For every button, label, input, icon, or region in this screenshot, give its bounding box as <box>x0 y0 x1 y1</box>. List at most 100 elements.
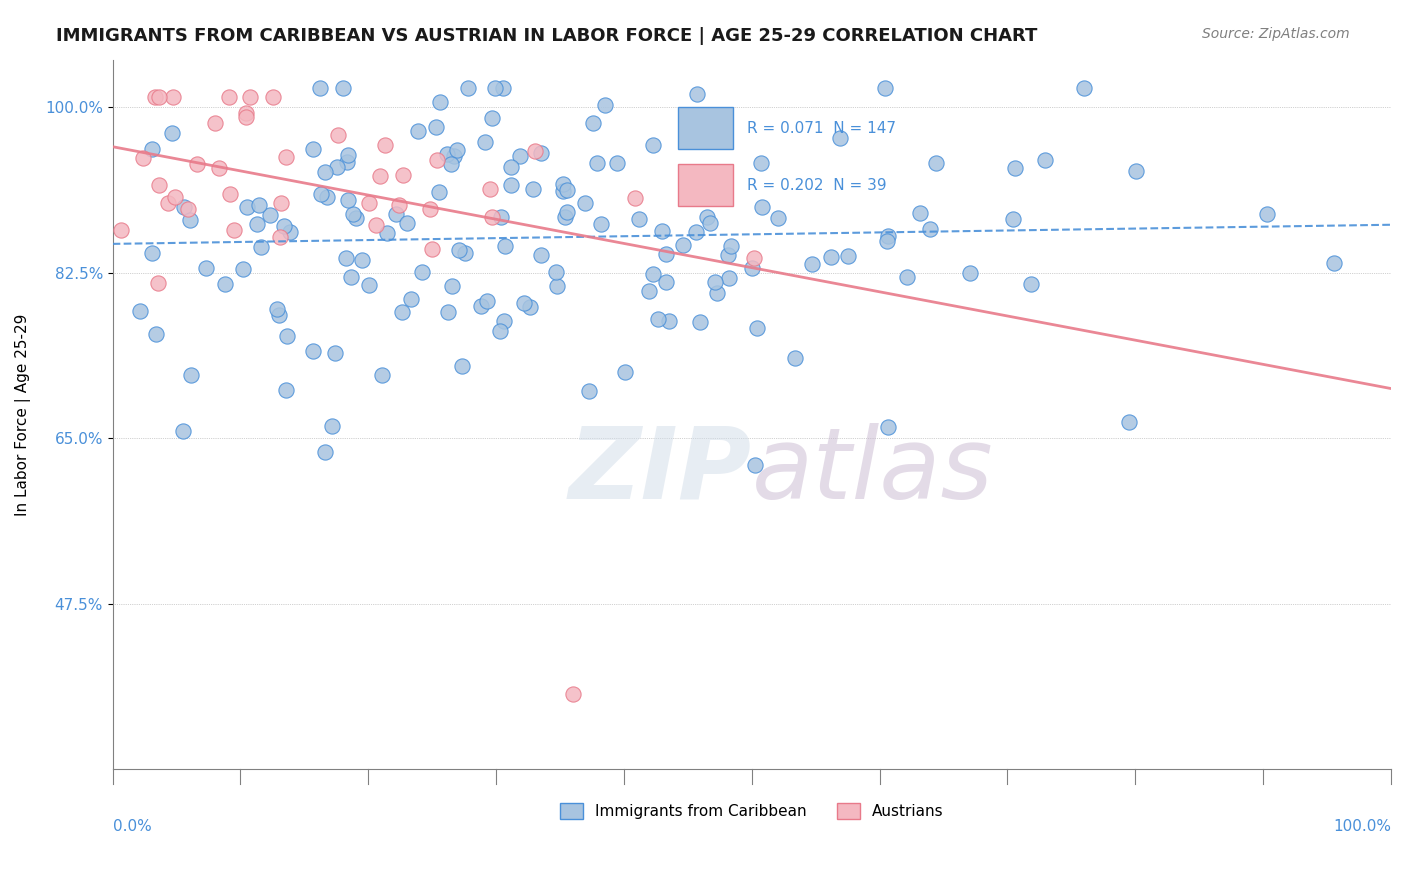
Point <box>655 247 678 261</box>
Point <box>749 156 772 170</box>
Point <box>436 147 458 161</box>
Point <box>235 110 257 124</box>
Point <box>259 208 281 222</box>
Point <box>876 419 898 434</box>
Point <box>204 115 226 129</box>
Point <box>876 235 898 249</box>
Point <box>411 264 433 278</box>
Point <box>440 157 463 171</box>
Point <box>357 277 380 292</box>
Point <box>224 223 246 237</box>
Point <box>269 230 291 244</box>
Point <box>314 444 336 458</box>
Point <box>801 257 824 271</box>
Point <box>561 687 583 701</box>
Point <box>160 126 183 140</box>
Y-axis label: In Labor Force | Age 25-29: In Labor Force | Age 25-29 <box>15 313 31 516</box>
Point <box>267 308 290 322</box>
Point <box>368 169 391 183</box>
Point <box>148 276 170 290</box>
Point <box>494 238 516 252</box>
Point <box>336 155 359 169</box>
Point <box>685 107 707 121</box>
Point <box>163 190 186 204</box>
Point <box>266 301 288 316</box>
Point <box>441 279 464 293</box>
Point <box>162 90 184 104</box>
Point <box>422 243 444 257</box>
Point <box>337 148 360 162</box>
Point <box>1019 277 1042 291</box>
Point <box>425 120 447 134</box>
Point <box>766 211 789 225</box>
Point <box>426 153 449 167</box>
Point <box>959 266 981 280</box>
Point <box>194 260 217 275</box>
Point <box>1004 161 1026 176</box>
Point <box>186 157 208 171</box>
Point <box>696 211 718 225</box>
Point <box>177 202 200 217</box>
Point <box>699 216 721 230</box>
Point <box>214 277 236 291</box>
Point <box>655 275 678 289</box>
Point <box>208 161 231 176</box>
Point <box>336 194 359 208</box>
Text: ZIP: ZIP <box>569 423 752 520</box>
Point <box>920 221 942 235</box>
Point <box>522 181 544 195</box>
Point <box>110 223 132 237</box>
Point <box>246 217 269 231</box>
Point <box>141 143 163 157</box>
Point <box>641 268 664 282</box>
Point <box>395 215 418 229</box>
Point <box>489 210 512 224</box>
Point <box>628 212 651 227</box>
Point <box>384 207 406 221</box>
Point <box>236 200 259 214</box>
Point <box>896 269 918 284</box>
Point <box>276 329 298 343</box>
Point <box>315 165 337 179</box>
Point <box>555 183 578 197</box>
Point <box>276 150 298 164</box>
Text: 100.0%: 100.0% <box>1333 819 1391 834</box>
Point <box>180 368 202 383</box>
Point <box>741 260 763 275</box>
Point <box>509 149 531 163</box>
Point <box>218 90 240 104</box>
Text: Source: ZipAtlas.com: Source: ZipAtlas.com <box>1202 27 1350 41</box>
Point <box>606 156 628 170</box>
Point <box>278 225 301 239</box>
Point <box>837 249 859 263</box>
Point <box>706 286 728 301</box>
Point <box>1256 207 1278 221</box>
Point <box>276 383 298 397</box>
Point <box>311 186 333 201</box>
Point <box>406 123 429 137</box>
Point <box>623 191 645 205</box>
Point <box>637 284 659 298</box>
Point <box>717 271 740 285</box>
Point <box>370 368 392 382</box>
Point <box>1033 153 1056 168</box>
Point <box>481 210 503 224</box>
Point <box>387 197 409 211</box>
Point <box>475 293 498 308</box>
Point <box>270 195 292 210</box>
Point <box>399 292 422 306</box>
Point <box>717 247 740 261</box>
Point <box>499 160 522 174</box>
Point <box>429 95 451 109</box>
Point <box>908 205 931 219</box>
Point <box>132 151 155 165</box>
Text: 0.0%: 0.0% <box>112 819 152 834</box>
Point <box>326 160 349 174</box>
Point <box>685 225 707 239</box>
Point <box>672 238 695 252</box>
Point <box>544 265 567 279</box>
Point <box>173 200 195 214</box>
Point <box>179 212 201 227</box>
Point <box>443 148 465 162</box>
Point <box>658 313 681 327</box>
